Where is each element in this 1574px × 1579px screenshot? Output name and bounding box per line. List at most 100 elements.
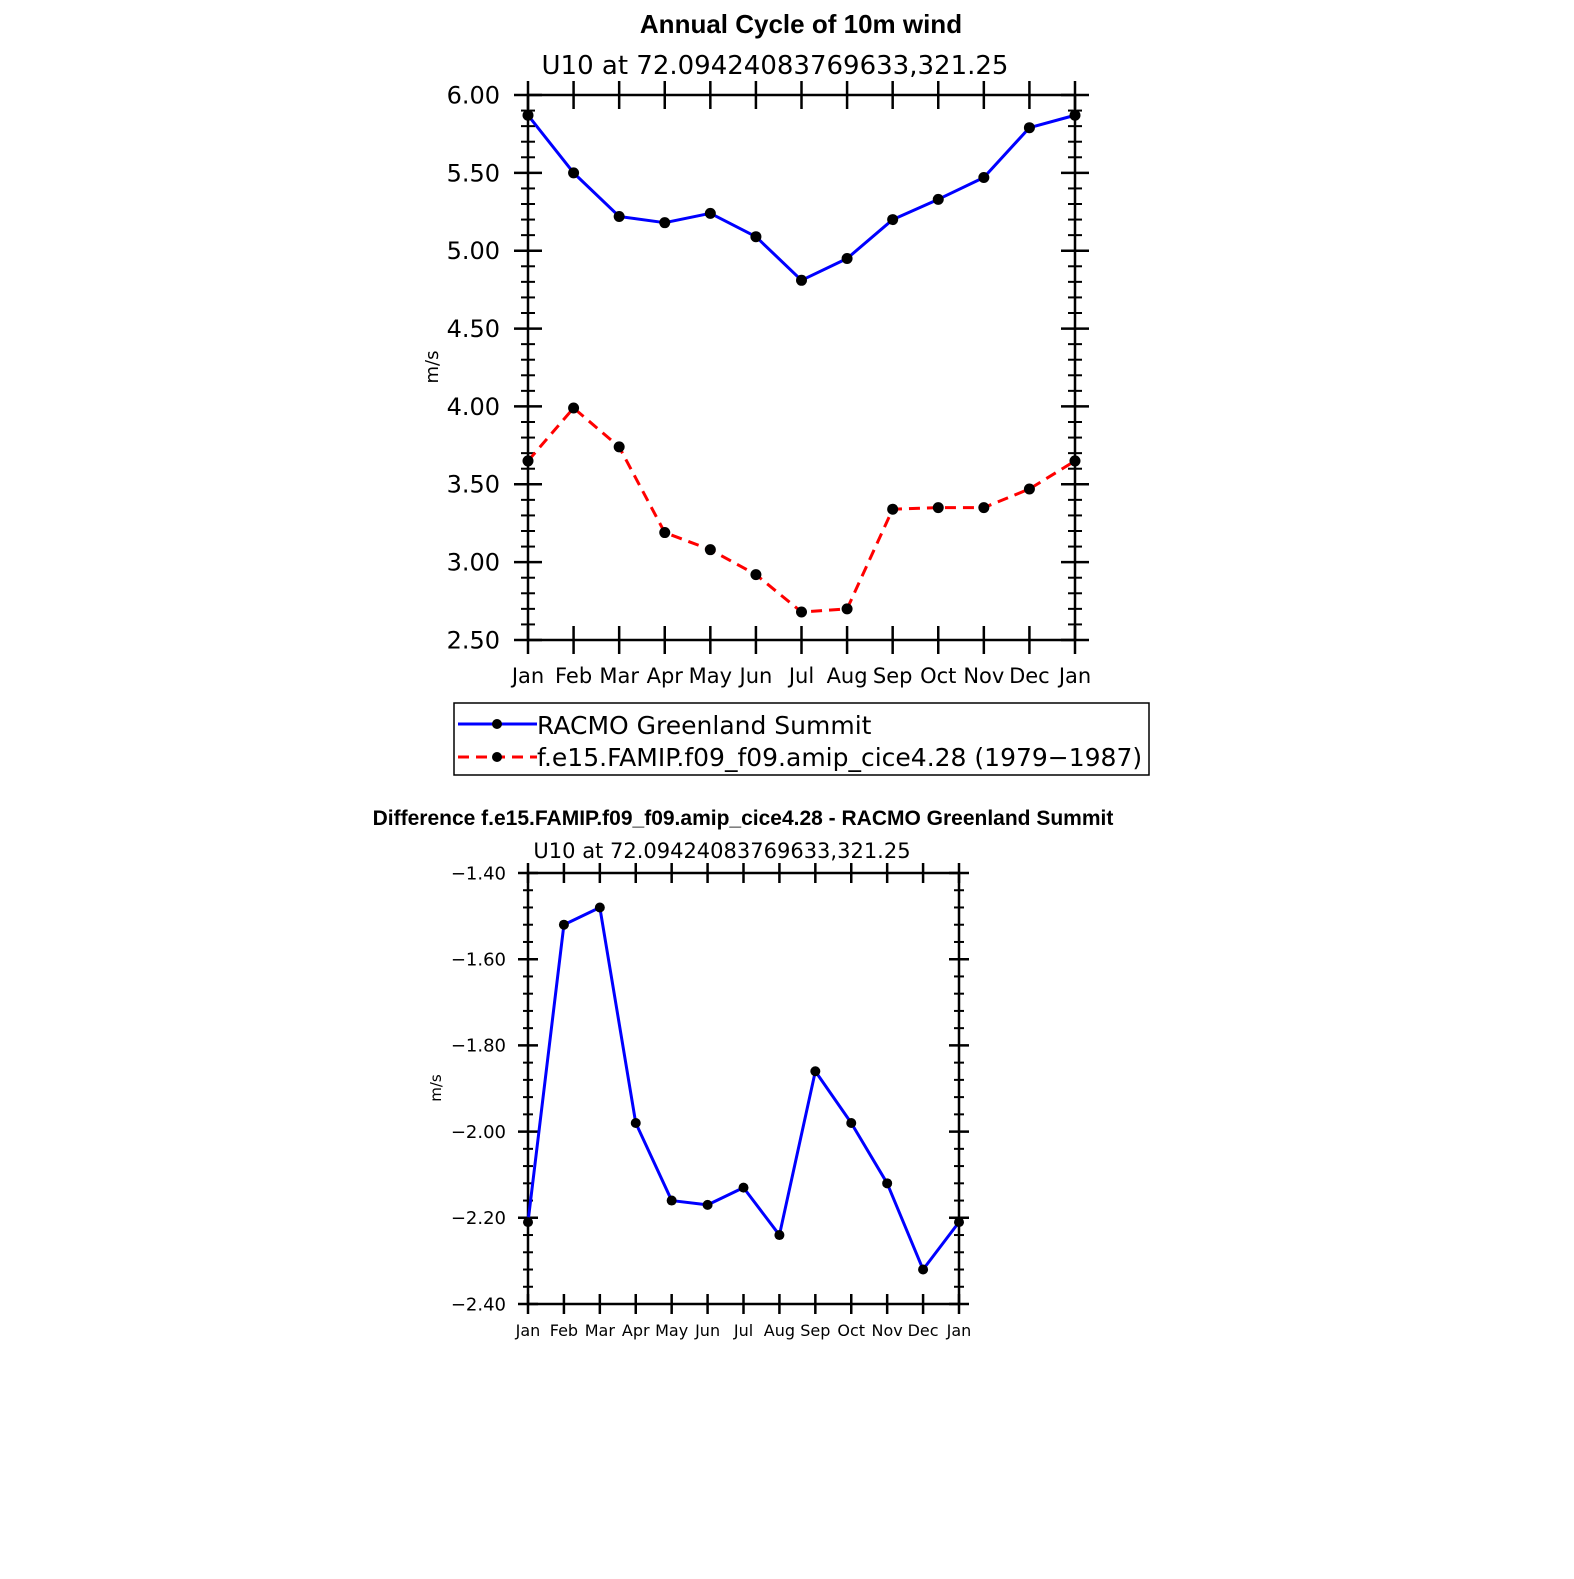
x-tick-label: Feb (555, 664, 592, 688)
y-tick-labels: −1.40 −1.60 −1.80 −2.00 −2.20 −2.40 (451, 863, 506, 1315)
x-tick-label: Jan (510, 664, 544, 688)
data-point (846, 1117, 857, 1128)
data-point (659, 527, 671, 539)
x-tick-label: Nov (872, 1321, 903, 1340)
series-lines (522, 109, 1081, 618)
data-point (918, 1264, 929, 1275)
data-point (613, 441, 625, 453)
data-point (1023, 483, 1035, 495)
x-tick-label: May (689, 664, 732, 688)
y-tick-label: 3.00 (447, 549, 500, 577)
tick-marks (514, 81, 1089, 654)
legend-box (453, 702, 1150, 776)
plot-frame (526, 871, 961, 1306)
data-point (978, 172, 990, 184)
x-tick-label: Feb (550, 1321, 578, 1340)
chart-subtitle: U10 at 72.09424083769633,321.25 (533, 839, 910, 863)
plot-frame (526, 93, 1077, 642)
x-tick-labels: Jan Feb Mar Apr May Jun Jul Aug Sep Oct Nov Dec Jan (510, 664, 1091, 688)
data-point (887, 503, 899, 515)
y-tick-label: 4.00 (447, 393, 500, 421)
data-point (932, 193, 944, 205)
data-point (1069, 455, 1081, 467)
series-line-0 (526, 113, 1076, 282)
axis-frame (526, 871, 961, 1306)
data-point (796, 606, 807, 618)
y-tick-label: −1.80 (451, 1036, 506, 1057)
y-tick-label: 2.50 (447, 626, 500, 654)
data-point (738, 1182, 749, 1193)
x-tick-label: Jan (946, 1321, 972, 1340)
x-tick-label: Apr (647, 664, 684, 688)
x-tick-label: Jan (515, 1321, 541, 1340)
y-tick-label: 5.50 (447, 159, 500, 187)
tick-marks (518, 863, 969, 1314)
x-tick-label: Jan (1057, 664, 1091, 688)
y-tick-label: −2.20 (451, 1208, 506, 1229)
x-tick-label: Oct (920, 664, 956, 688)
annual-cycle-chart: Annual Cycle of 10m wind U10 at 72.09424… (422, 9, 1091, 688)
data-point (704, 207, 716, 219)
y-tick-label: −2.40 (451, 1294, 506, 1315)
x-tick-label: Sep (800, 1321, 830, 1340)
legend: RACMO Greenland Summit f.e15.FAMIP.f09_f… (453, 702, 1150, 776)
data-point (594, 902, 605, 913)
data-point (522, 455, 534, 467)
data-point (568, 167, 580, 179)
difference-chart: Difference f.e15.FAMIP.f09_f09.amip_cice… (373, 807, 1114, 1340)
series-line-1 (526, 406, 1076, 614)
legend-label-racmo: RACMO Greenland Summit (537, 711, 872, 740)
data-point (704, 544, 716, 556)
x-tick-label: Jul (787, 664, 814, 688)
chart-subtitle: U10 at 72.09424083769633,321.25 (542, 51, 1009, 81)
x-tick-labels: Jan Feb Mar Apr May Jun Jul Aug Sep Oct Nov Dec Jan (515, 1321, 972, 1340)
x-tick-label: Aug (827, 664, 868, 688)
x-tick-label: Dec (908, 1321, 939, 1340)
y-tick-label: 6.00 (447, 81, 500, 109)
y-tick-label: −2.00 (451, 1122, 506, 1143)
data-point (522, 109, 534, 121)
data-point (1023, 122, 1035, 134)
x-tick-label: May (655, 1321, 688, 1340)
y-tick-label: −1.60 (451, 950, 506, 971)
y-tick-labels: 6.00 5.50 5.00 4.50 4.00 3.50 3.00 2.50 (447, 81, 500, 654)
data-point (613, 210, 625, 222)
data-point (978, 502, 990, 514)
x-tick-label: Aug (764, 1321, 795, 1340)
data-point (887, 214, 899, 226)
data-point (750, 231, 762, 243)
data-point (932, 502, 944, 514)
x-tick-label: Jul (733, 1321, 753, 1340)
y-axis-label: m/s (422, 351, 443, 384)
data-point (882, 1178, 893, 1189)
legend-marker-racmo (492, 719, 502, 729)
chart-title: Difference f.e15.FAMIP.f09_f09.amip_cice… (373, 807, 1114, 830)
data-point (558, 919, 569, 930)
x-tick-label: Apr (622, 1321, 650, 1340)
series-line-0 (526, 905, 961, 1272)
y-tick-label: 5.00 (447, 237, 500, 265)
legend-marker-famip (492, 752, 502, 762)
series-lines (523, 902, 964, 1275)
x-tick-label: Mar (585, 1321, 616, 1340)
axis-frame (526, 93, 1077, 642)
data-point (659, 217, 671, 229)
data-point (630, 1117, 641, 1128)
y-axis-label: m/s (427, 1074, 445, 1102)
x-tick-label: Nov (963, 664, 1004, 688)
data-point (568, 402, 580, 414)
data-point (666, 1195, 677, 1206)
data-point (796, 274, 807, 286)
x-tick-label: Sep (873, 664, 913, 688)
x-tick-label: Mar (599, 664, 639, 688)
y-tick-label: 4.50 (447, 315, 500, 343)
data-point (841, 603, 853, 615)
x-tick-label: Oct (837, 1321, 865, 1340)
data-point (810, 1066, 821, 1077)
x-tick-label: Jun (738, 664, 773, 688)
data-point (841, 253, 853, 264)
y-tick-label: 3.50 (447, 471, 500, 499)
x-tick-label: Dec (1009, 664, 1050, 688)
